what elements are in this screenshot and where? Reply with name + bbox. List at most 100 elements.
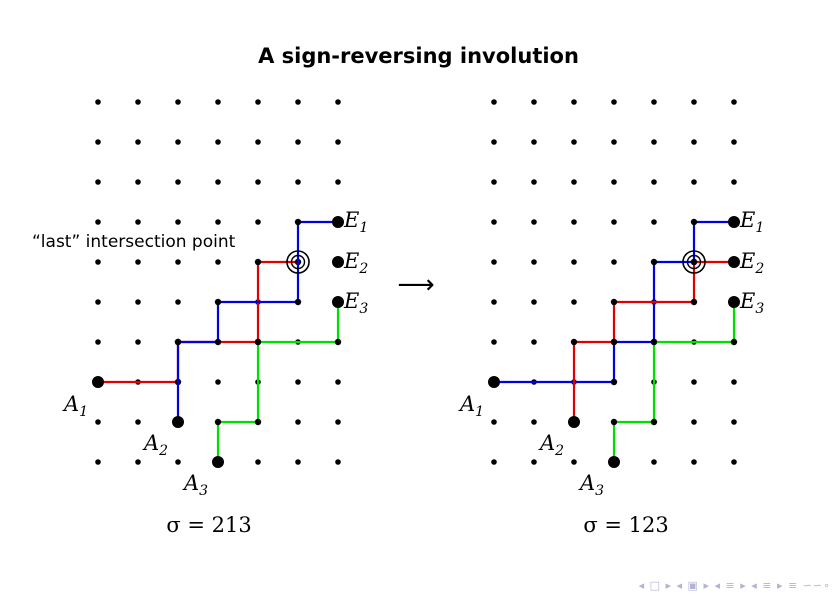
left-intersection-marker-inner xyxy=(290,254,306,270)
lattice-point xyxy=(531,139,537,145)
path-vertex xyxy=(650,258,658,266)
lattice-point xyxy=(531,259,537,265)
path-vertex xyxy=(214,298,222,306)
right-end-point xyxy=(728,216,740,228)
lattice-point xyxy=(295,419,301,425)
left-red-path xyxy=(98,260,298,384)
lattice-point xyxy=(491,419,497,425)
lattice-point xyxy=(135,259,141,265)
lattice-point xyxy=(255,99,261,105)
lattice-point xyxy=(135,179,141,185)
path-vertex xyxy=(610,338,618,346)
lattice-point xyxy=(611,179,617,185)
lattice-point xyxy=(611,99,617,105)
right-start-point xyxy=(568,416,580,428)
lattice-point xyxy=(571,219,577,225)
lattice-point xyxy=(335,379,341,385)
lattice-point xyxy=(691,459,697,465)
path-vertex xyxy=(214,338,222,346)
lattice-point xyxy=(255,179,261,185)
left-sigma-label: σ = 213 xyxy=(166,513,251,537)
lattice-point xyxy=(731,99,737,105)
lattice-point xyxy=(731,179,737,185)
path-vertex xyxy=(690,218,698,226)
left-green-path xyxy=(216,302,340,462)
left-label-a1: A1 xyxy=(62,392,88,420)
left-intersection-marker-outer xyxy=(286,250,310,274)
lattice-point xyxy=(571,259,577,265)
lattice-point xyxy=(491,299,497,305)
left-start-point xyxy=(212,456,224,468)
lattice-point xyxy=(95,459,101,465)
lattice-point xyxy=(135,219,141,225)
lattice-point xyxy=(491,259,497,265)
right-green-path xyxy=(612,302,736,462)
right-start-point xyxy=(608,456,620,468)
right-sigma-label: σ = 123 xyxy=(583,513,668,537)
lattice-point xyxy=(215,179,221,185)
lattice-point xyxy=(691,419,697,425)
lattice-point xyxy=(215,99,221,105)
lattice-point xyxy=(731,379,737,385)
lattice-point xyxy=(175,179,181,185)
right-end-point xyxy=(728,256,740,268)
lattice-point xyxy=(491,219,497,225)
left-label-e2: E2 xyxy=(343,249,368,277)
lattice-point xyxy=(175,299,181,305)
lattice-point xyxy=(571,299,577,305)
lattice-point xyxy=(215,379,221,385)
lattice-point xyxy=(255,459,261,465)
lattice-point xyxy=(651,459,657,465)
lattice-point xyxy=(731,419,737,425)
left-start-point xyxy=(172,416,184,428)
lattice-point xyxy=(135,459,141,465)
path-vertex xyxy=(334,338,342,346)
lattice-point xyxy=(95,139,101,145)
lattice-point xyxy=(651,219,657,225)
lattice-point xyxy=(691,179,697,185)
lattice-point xyxy=(531,459,537,465)
lattice-point xyxy=(135,339,141,345)
lattice-point xyxy=(215,219,221,225)
path-vertex xyxy=(254,258,262,266)
lattice-point xyxy=(95,219,101,225)
lattice-point xyxy=(175,259,181,265)
lattice-point xyxy=(571,179,577,185)
lattice-point xyxy=(571,139,577,145)
lattice-point xyxy=(295,139,301,145)
path-vertex xyxy=(650,418,658,426)
lattice-point xyxy=(255,139,261,145)
right-label-e1: E1 xyxy=(739,208,764,236)
lattice-point xyxy=(135,419,141,425)
lattice-point xyxy=(731,459,737,465)
lattice-point xyxy=(651,139,657,145)
lattice-point xyxy=(651,179,657,185)
lattice-point xyxy=(531,99,537,105)
lattice-point xyxy=(255,219,261,225)
right-lattice-panel xyxy=(488,99,740,468)
lattice-point xyxy=(135,99,141,105)
right-label-e2: E2 xyxy=(739,249,764,277)
lattice-point xyxy=(95,179,101,185)
right-label-e3: E3 xyxy=(739,289,764,317)
path-vertex xyxy=(610,298,618,306)
right-label-a3: A3 xyxy=(578,471,604,499)
lattice-point xyxy=(135,139,141,145)
transform-arrow: ⟶ xyxy=(397,270,434,300)
right-start-point xyxy=(488,376,500,388)
lattice-point xyxy=(531,179,537,185)
right-label-a1: A1 xyxy=(458,392,484,420)
path-vertex xyxy=(254,418,262,426)
path-vertex xyxy=(610,418,618,426)
right-intersection-marker-inner xyxy=(686,254,702,270)
lattice-point xyxy=(215,259,221,265)
lattice-point xyxy=(295,459,301,465)
path-vertex xyxy=(214,418,222,426)
right-intersection-marker-outer xyxy=(682,250,706,274)
left-end-point xyxy=(332,296,344,308)
beamer-navigation-bar[interactable]: ◂ □ ▸ ◂ ▣ ▸ ◂ ≡ ▸ ◂ ≡ ▸ ≡ ∽∽∘ xyxy=(638,579,831,592)
lattice-point xyxy=(175,99,181,105)
lattice-point xyxy=(175,459,181,465)
left-label-e1: E1 xyxy=(343,208,368,236)
lattice-point xyxy=(95,339,101,345)
